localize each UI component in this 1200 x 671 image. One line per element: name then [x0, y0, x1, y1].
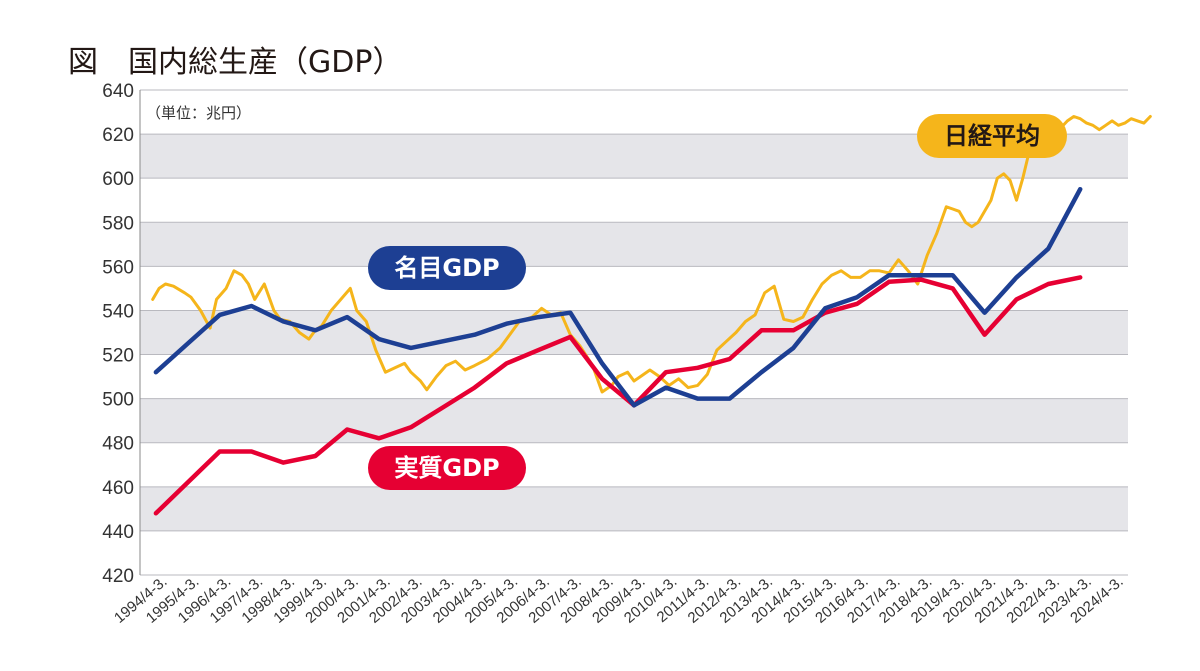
chart-title: 図 国内総生産（GDP） [68, 45, 402, 80]
grid-band [140, 178, 1128, 223]
y-tick-label: 560 [102, 257, 134, 278]
y-tick-label: 480 [102, 434, 134, 455]
nominal-gdp-label: 名目GDP [368, 246, 526, 290]
grid-band [140, 310, 1128, 355]
y-tick-label: 580 [102, 213, 134, 234]
y-tick-label: 540 [102, 301, 134, 322]
real-gdp-label-text: 実質GDP [394, 454, 499, 482]
nominal-gdp-label-text: 名目GDP [394, 254, 499, 282]
x-axis: 1994/4-3.1995/4-3.1996/4-3.1997/4-3.1998… [111, 573, 1127, 627]
series-line [153, 275, 1083, 516]
grid-band [140, 486, 1128, 531]
nikkei-label: 日経平均 [917, 114, 1067, 158]
y-tick-label: 500 [102, 390, 134, 411]
grid-band [140, 354, 1128, 399]
nikkei-label-text: 日経平均 [944, 122, 1040, 150]
y-tick-label: 620 [102, 125, 134, 146]
y-tick-label: 640 [102, 81, 134, 102]
y-tick-label: 520 [102, 346, 134, 367]
grid-bands [139, 89, 1128, 576]
y-tick-label: 420 [102, 566, 134, 587]
y-axis: 420 440 460 480 500 520 540 560 580 600 620 640 [102, 81, 134, 587]
y-tick-label: 440 [102, 522, 134, 543]
real-gdp-label: 実質GDP [368, 446, 526, 490]
y-tick-label: 460 [102, 478, 134, 499]
y-tick-label: 600 [102, 169, 134, 190]
grid-band [140, 222, 1128, 267]
grid-band [140, 442, 1128, 487]
grid-band [140, 530, 1128, 575]
unit-label: （単位：兆円） [146, 104, 251, 122]
series-line [153, 186, 1083, 408]
series-lines [151, 115, 1152, 516]
